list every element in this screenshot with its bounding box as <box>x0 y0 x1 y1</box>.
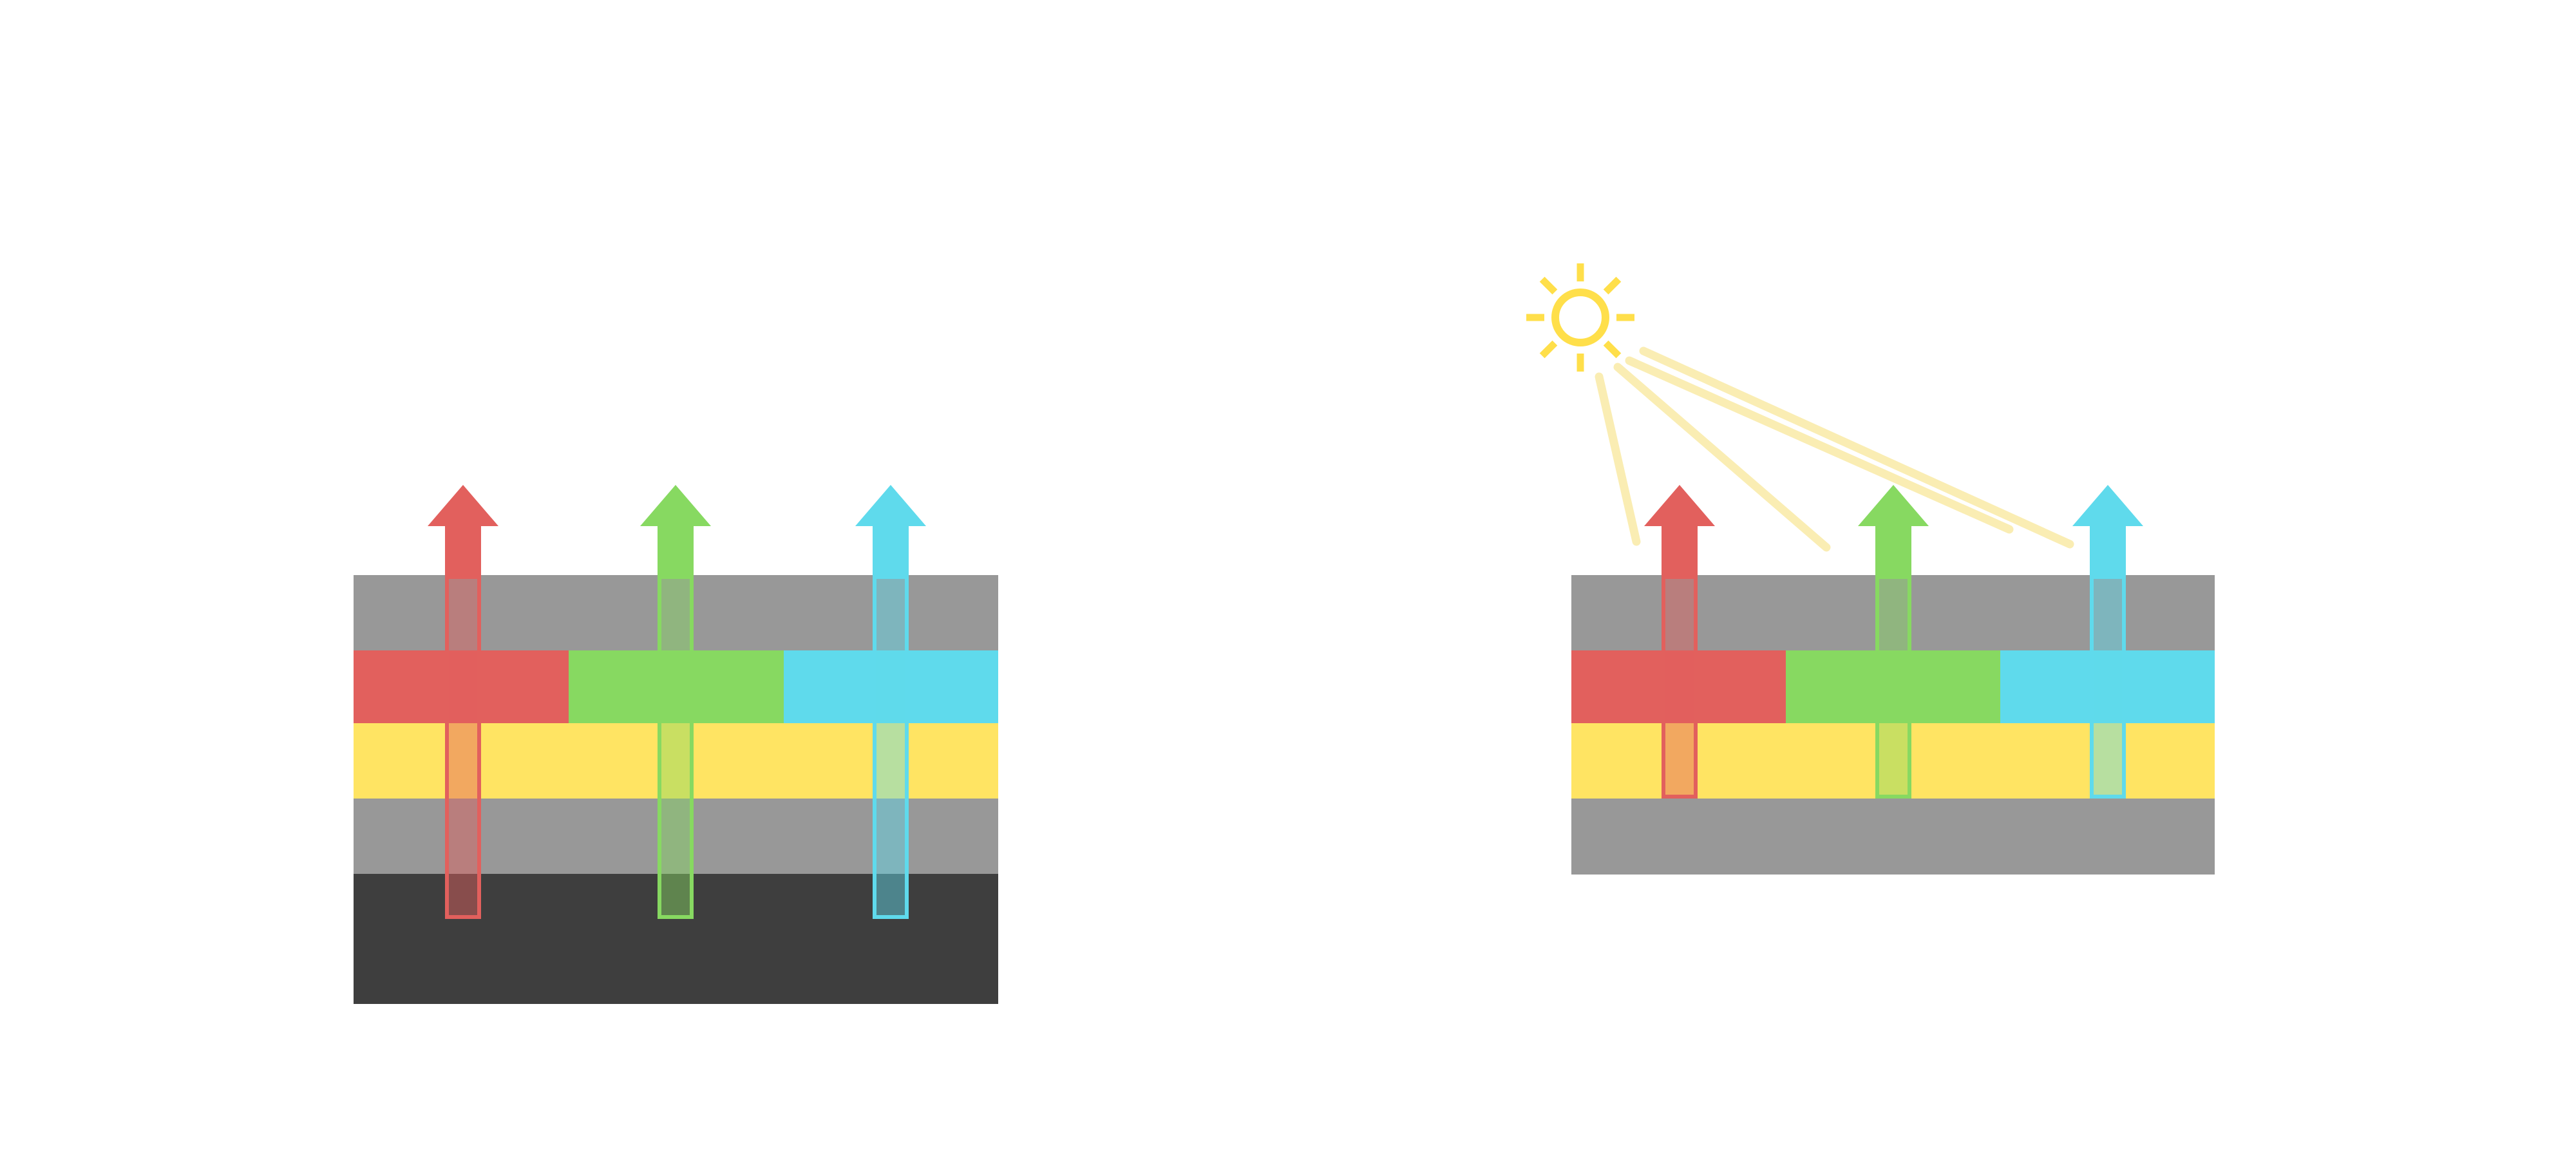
arrow-shaft-solid <box>1662 524 1698 577</box>
sunbeam-ray <box>1613 363 1831 552</box>
sun-ray <box>1603 276 1622 295</box>
sun-ray <box>1539 340 1558 359</box>
substrate-layer <box>354 799 998 874</box>
arrow-shaft-solid <box>873 524 909 577</box>
arrow-shaft-solid <box>658 524 694 577</box>
arrow-shaft-through <box>1875 575 1911 799</box>
arrow-head <box>2072 485 2143 526</box>
backlight-layer <box>354 874 998 1004</box>
cover-glass-layer <box>1571 575 2215 650</box>
sunbeam-ray <box>1625 356 2014 534</box>
blue-light-arrow <box>2072 485 2143 799</box>
blue-light-arrow <box>855 485 926 919</box>
arrow-shaft-through <box>1662 575 1698 799</box>
green-subpixel <box>569 650 784 723</box>
red-light-arrow <box>1644 485 1715 799</box>
sun-core <box>1551 288 1609 346</box>
yellow-layer <box>1571 723 2215 799</box>
reflective-display-panel <box>1526 263 2215 875</box>
arrow-shaft-through <box>873 575 909 919</box>
green-light-arrow <box>640 485 711 919</box>
yellow-layer <box>354 723 998 799</box>
arrow-head <box>855 485 926 526</box>
blue-subpixel <box>2000 650 2215 723</box>
arrow-head <box>640 485 711 526</box>
arrow-shaft-solid <box>445 524 481 577</box>
red-subpixel <box>1571 650 1786 723</box>
sun-icon <box>1526 263 1634 372</box>
sun-ray <box>1603 340 1622 359</box>
backlit-display-panel <box>354 485 998 1004</box>
sun-ray <box>1539 276 1558 295</box>
substrate-layer <box>1571 799 2215 875</box>
cover-glass-layer <box>354 575 998 650</box>
arrow-head <box>1644 485 1715 526</box>
sunbeam-ray <box>1639 346 2074 549</box>
arrow-shaft-solid <box>1875 524 1911 577</box>
green-subpixel <box>1786 650 2000 723</box>
blue-subpixel <box>784 650 998 723</box>
arrow-shaft-through <box>2090 575 2126 799</box>
arrow-shaft-through <box>658 575 694 919</box>
red-subpixel <box>354 650 569 723</box>
red-light-arrow <box>428 485 498 919</box>
green-light-arrow <box>1858 485 1929 799</box>
arrow-shaft-solid <box>2090 524 2126 577</box>
sunbeam-ray <box>1595 372 1641 546</box>
arrow-head <box>428 485 498 526</box>
arrow-shaft-through <box>445 575 481 919</box>
arrow-head <box>1858 485 1929 526</box>
